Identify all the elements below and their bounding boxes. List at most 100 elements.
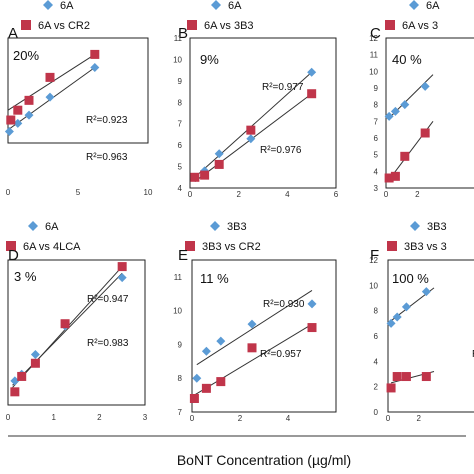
percent-label: 9%: [200, 52, 219, 67]
data-point-square: [45, 72, 55, 82]
y-tick-label: 11: [174, 34, 183, 43]
plot-frame: [189, 37, 337, 189]
data-point-square: [386, 383, 396, 393]
y-tick-label: 10: [369, 67, 378, 76]
panel-e: 3B3 3B3 vs CR2 E 11 % R²=0.930 R²=0.957 0 2 4 7 8 9…: [173, 221, 337, 423]
data-point-diamond: [90, 63, 100, 73]
data-point-diamond: [214, 149, 224, 159]
y-tick-label: 11: [370, 51, 379, 60]
data-point-square: [307, 89, 317, 99]
data-point-square: [201, 383, 211, 393]
data-point-square: [246, 125, 256, 135]
trend-line: [194, 323, 313, 396]
legend-marker-diamond: [210, 221, 220, 231]
r-squared-label: R²=0.95: [472, 349, 474, 360]
trend-line: [7, 53, 96, 111]
legend-marker-square: [187, 20, 197, 30]
data-point-square: [421, 372, 431, 382]
data-point-square: [13, 105, 23, 115]
trend-line: [194, 71, 313, 178]
legend-entry: 6A: [45, 221, 59, 233]
legend-marker-diamond: [28, 221, 38, 231]
percent-label: 11 %: [200, 271, 229, 286]
data-point-square: [189, 393, 199, 403]
data-point-square: [401, 372, 411, 382]
x-tick-label: 4: [285, 190, 290, 199]
x-tick-label: 6: [334, 190, 339, 199]
y-tick-label: 4: [374, 167, 379, 176]
y-tick-label: 7: [178, 120, 183, 129]
panel-b: 6A 6A vs 3B3 B 9% R²=0.977 R²=0.976 0 2 4 6 4 5 6 7 8 9…: [173, 0, 339, 199]
data-point-square: [247, 343, 257, 353]
legend-marker-diamond: [409, 0, 419, 10]
data-point-diamond: [10, 376, 20, 386]
x-tick-label: 2: [238, 414, 243, 423]
percent-label: 100 %: [392, 271, 429, 286]
y-tick-label: 6: [374, 134, 379, 143]
data-point-diamond: [390, 106, 400, 116]
y-tick-label: 10: [369, 281, 378, 290]
y-tick-label: 4: [374, 357, 379, 366]
data-point-square: [216, 377, 226, 387]
panel-letter: D: [8, 247, 19, 264]
legend-entry: 3B3: [427, 221, 447, 233]
x-tick-label: 0: [6, 188, 11, 197]
y-tick-label: 5: [374, 151, 379, 160]
x-tick-label: 2: [416, 414, 421, 423]
legend-marker-square: [385, 20, 395, 30]
data-point-diamond: [192, 373, 202, 383]
legend-marker-diamond: [410, 221, 420, 231]
data-point-diamond: [384, 111, 394, 121]
data-point-square: [392, 372, 402, 382]
y-tick-label: 12: [369, 34, 378, 43]
data-point-diamond: [307, 67, 317, 77]
legend-entry: 3B3: [227, 221, 247, 233]
x-tick-label: 5: [76, 188, 81, 197]
data-point-square: [90, 49, 100, 59]
y-tick-label: 12: [369, 256, 378, 265]
data-point-diamond: [307, 299, 317, 309]
y-tick-label: 3: [374, 184, 379, 193]
data-point-square: [420, 128, 430, 138]
data-point-square: [17, 371, 27, 381]
x-tick-label: 0: [6, 413, 11, 422]
data-point-diamond: [216, 336, 226, 346]
y-tick-label: 8: [374, 307, 379, 316]
data-point-diamond: [117, 273, 127, 283]
percent-label: 20%: [13, 48, 39, 63]
data-point-square: [117, 262, 127, 272]
r-squared-label: R²=0.977: [262, 82, 304, 93]
x-tick-label: 0: [386, 414, 391, 423]
y-tick-label: 0: [374, 408, 379, 417]
x-tick-label: 0: [190, 414, 195, 423]
panel-letter: C: [370, 25, 381, 42]
r-squared-label: R²=0.963: [86, 152, 128, 163]
legend-entry: 6A: [426, 0, 440, 12]
panel-letter: E: [178, 247, 188, 264]
plot-frame: [387, 259, 474, 413]
data-point-square: [214, 159, 224, 169]
legend-marker-square: [6, 241, 16, 251]
data-point-diamond: [13, 118, 23, 128]
y-tick-label: 9: [374, 84, 379, 93]
data-point-diamond: [24, 110, 34, 120]
percent-label: 40 %: [392, 52, 422, 67]
panel-letter: A: [8, 25, 18, 42]
data-point-diamond: [246, 134, 256, 144]
y-tick-label: 6: [374, 332, 379, 341]
trend-line: [12, 272, 123, 386]
y-tick-label: 10: [173, 307, 182, 316]
data-point-diamond: [386, 318, 396, 328]
y-tick-label: 9: [178, 340, 183, 349]
data-point-square: [400, 151, 410, 161]
y-tick-label: 9: [178, 77, 183, 86]
x-tick-label: 10: [144, 188, 153, 197]
legend-entry: 3B3 vs CR2: [202, 241, 261, 253]
data-point-square: [390, 171, 400, 181]
y-tick-label: 8: [374, 101, 379, 110]
data-point-square: [190, 172, 200, 182]
data-point-square: [10, 387, 20, 397]
r-squared-label: R²=0.923: [86, 115, 128, 126]
